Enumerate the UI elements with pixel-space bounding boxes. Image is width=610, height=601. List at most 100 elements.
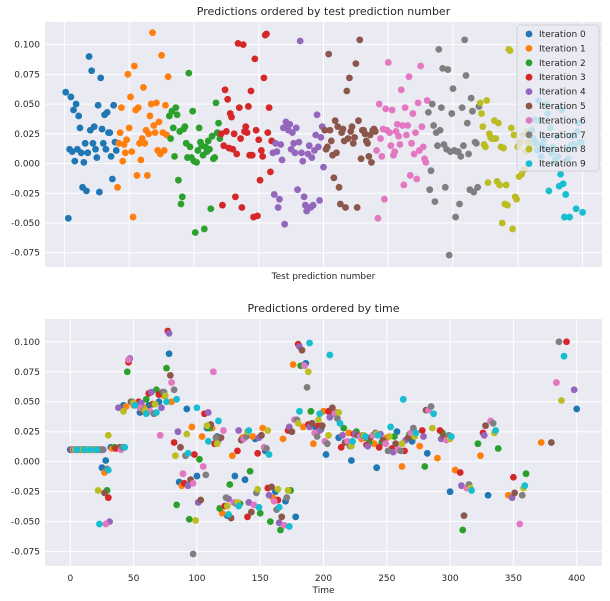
data-point bbox=[150, 122, 158, 129]
data-point bbox=[155, 118, 163, 126]
data-point bbox=[234, 447, 241, 455]
data-point bbox=[276, 195, 283, 203]
data-point bbox=[99, 139, 107, 147]
data-point bbox=[559, 180, 567, 188]
legend-marker bbox=[525, 59, 533, 67]
data-point bbox=[134, 104, 142, 112]
data-point bbox=[316, 197, 324, 204]
data-point bbox=[162, 101, 169, 109]
data-point bbox=[175, 176, 182, 184]
data-point bbox=[153, 99, 160, 107]
data-point bbox=[128, 148, 136, 156]
data-point bbox=[213, 440, 221, 448]
data-point bbox=[189, 479, 197, 487]
y-tick-label: 0.025 bbox=[14, 130, 40, 140]
data-point bbox=[545, 187, 553, 195]
legend-label: Iteration 9 bbox=[539, 160, 586, 170]
data-point bbox=[460, 512, 468, 520]
data-point bbox=[72, 100, 80, 108]
data-point bbox=[347, 457, 355, 464]
legend-label: Iteration 4 bbox=[539, 88, 586, 98]
data-point bbox=[204, 437, 212, 445]
data-point bbox=[173, 111, 181, 119]
data-point bbox=[337, 443, 345, 451]
data-point bbox=[124, 70, 132, 78]
data-point bbox=[561, 213, 568, 221]
data-point bbox=[509, 473, 517, 481]
legend-label: Iteration 7 bbox=[539, 131, 586, 141]
data-point bbox=[164, 73, 172, 81]
data-point bbox=[339, 125, 347, 133]
data-point bbox=[185, 69, 193, 77]
chart-title: Predictions ordered by time bbox=[247, 302, 399, 315]
data-point bbox=[200, 225, 208, 233]
data-point bbox=[572, 205, 580, 213]
data-point bbox=[430, 122, 437, 129]
data-point bbox=[263, 445, 270, 452]
data-point bbox=[386, 129, 393, 137]
data-point bbox=[467, 94, 475, 102]
data-point bbox=[306, 339, 313, 347]
data-point bbox=[469, 107, 476, 115]
data-point bbox=[371, 128, 379, 135]
legend-marker bbox=[525, 45, 533, 52]
data-point bbox=[127, 93, 134, 101]
data-point bbox=[215, 119, 222, 127]
data-point bbox=[456, 469, 464, 476]
data-point bbox=[400, 181, 408, 189]
data-point bbox=[405, 73, 413, 81]
data-point bbox=[392, 440, 400, 448]
data-point bbox=[189, 550, 197, 558]
data-point bbox=[235, 104, 243, 112]
data-point bbox=[321, 126, 329, 134]
data-point bbox=[284, 487, 292, 494]
y-tick-label: -0.075 bbox=[11, 548, 40, 558]
data-point bbox=[170, 386, 178, 394]
data-point bbox=[296, 37, 304, 45]
data-point bbox=[489, 419, 497, 427]
data-point bbox=[120, 407, 127, 415]
data-point bbox=[480, 431, 488, 439]
data-point bbox=[250, 501, 258, 509]
data-point bbox=[233, 150, 241, 158]
data-point bbox=[104, 494, 112, 502]
data-point bbox=[161, 392, 169, 400]
data-point bbox=[245, 427, 253, 434]
data-point bbox=[403, 131, 410, 139]
data-point bbox=[110, 101, 118, 109]
top-scatter-panel: 0.100 0.075 0.050 0.025 0.000 -0.025 -0.050 -0.… bbox=[11, 5, 602, 282]
data-point bbox=[209, 368, 217, 376]
data-point bbox=[173, 501, 181, 509]
data-point bbox=[275, 519, 283, 527]
data-point bbox=[268, 483, 275, 491]
data-point bbox=[251, 55, 259, 63]
x-tick-label: 50 bbox=[128, 574, 140, 584]
data-point bbox=[496, 181, 504, 189]
data-point bbox=[199, 463, 207, 470]
data-point bbox=[563, 338, 570, 346]
data-point bbox=[468, 487, 476, 494]
data-point bbox=[212, 99, 220, 107]
data-point bbox=[75, 112, 83, 120]
data-point bbox=[290, 139, 298, 147]
data-point bbox=[364, 442, 372, 450]
data-point bbox=[147, 388, 155, 396]
data-point bbox=[67, 93, 75, 101]
data-point bbox=[104, 431, 112, 439]
data-point bbox=[242, 123, 250, 131]
data-point bbox=[322, 451, 330, 458]
data-point bbox=[349, 437, 357, 445]
data-point bbox=[143, 172, 151, 179]
data-point bbox=[437, 104, 445, 112]
data-point bbox=[315, 416, 322, 424]
data-point bbox=[353, 204, 361, 211]
data-point bbox=[320, 163, 327, 171]
data-point bbox=[423, 449, 431, 457]
data-point bbox=[216, 505, 224, 512]
data-point bbox=[445, 251, 453, 259]
data-point bbox=[313, 433, 321, 440]
data-point bbox=[146, 112, 154, 120]
data-point bbox=[308, 154, 316, 161]
data-point bbox=[560, 352, 568, 360]
